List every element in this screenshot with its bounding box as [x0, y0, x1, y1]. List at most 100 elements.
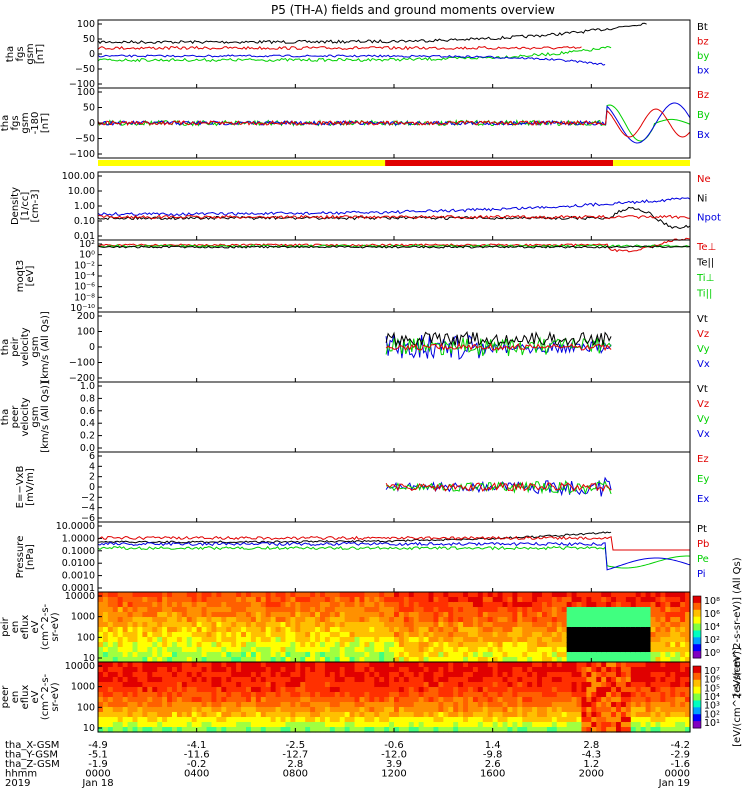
spectrogram-cell — [403, 632, 410, 638]
spectrogram-cell — [329, 652, 336, 658]
spectrogram-cell — [339, 677, 346, 683]
spectrogram-cell — [413, 642, 420, 648]
spectrogram-cell — [305, 662, 311, 668]
spectrogram-cell — [344, 637, 351, 643]
spectrogram-cell — [487, 722, 494, 728]
spectrogram-cell — [438, 722, 444, 728]
spectrogram-cell — [601, 682, 607, 688]
spectrogram-cell — [477, 712, 484, 718]
spectrogram-cell — [502, 722, 509, 728]
spectrogram-cell — [329, 677, 336, 683]
spectrogram-cell — [157, 627, 163, 633]
spectrogram-cell — [650, 667, 657, 673]
spectrogram-cell — [167, 617, 173, 623]
spectrogram-cell — [389, 662, 395, 668]
spectrogram-cell — [512, 642, 518, 648]
spectrogram-cell — [107, 712, 114, 718]
spectrogram-cell — [349, 622, 356, 628]
y-tick-label: 0.1000 — [62, 546, 95, 557]
spectrogram-cell — [250, 682, 257, 688]
spectrogram-cell — [255, 717, 262, 723]
colorbar-band — [693, 686, 701, 695]
spectrogram-cell — [236, 712, 242, 718]
spectrogram-cell — [556, 657, 563, 663]
spectrogram-cell — [586, 612, 592, 618]
spectrogram-cell — [236, 637, 242, 643]
spectrogram-cell — [147, 727, 153, 733]
spectrogram-cell — [250, 702, 257, 708]
spectrogram-cell — [468, 647, 474, 653]
ephemeris-footer: tha_X-GSMtha_Y-GSMtha_Z-GSMhhmm2019-4.9-… — [5, 740, 690, 789]
spectrogram-cell — [398, 602, 405, 608]
spectrogram-cell — [250, 697, 257, 703]
spectrogram-cell — [265, 597, 272, 603]
spectrogram-cell — [561, 642, 568, 648]
y-tick-label: 10.00 — [68, 186, 95, 197]
spectrogram-cell — [418, 707, 425, 713]
spectrogram-cell — [512, 622, 518, 628]
spectrogram-cell — [241, 677, 247, 683]
spectrogram-cell — [645, 637, 652, 643]
spectrogram-cell — [329, 617, 336, 623]
spectrogram-cell — [576, 727, 583, 733]
spectrogram-cell — [512, 617, 518, 623]
spectrogram-cell — [236, 692, 242, 698]
spectrogram-cell — [443, 642, 449, 648]
spectrogram-cell — [556, 687, 563, 693]
spectrogram-cell — [260, 727, 267, 733]
spectrogram-cell — [221, 672, 227, 678]
spectrogram-cell — [384, 697, 390, 703]
spectrogram-cell — [384, 592, 390, 598]
spectrogram-cell — [586, 712, 592, 718]
spectrogram-cell — [408, 597, 415, 603]
spectrogram-cell — [635, 627, 642, 633]
spectrogram-cell — [241, 687, 247, 693]
spectrogram-cell — [596, 632, 602, 638]
spectrogram-cell — [162, 597, 168, 603]
spectrogram-cell — [369, 592, 375, 598]
spectrogram-cell — [650, 637, 657, 643]
spectrogram-cell — [418, 657, 425, 663]
spectrogram-cell — [443, 617, 449, 623]
spectrogram-cell — [285, 722, 291, 728]
spectrogram-cell — [428, 692, 435, 698]
spectrogram-cell — [546, 657, 553, 663]
spectrogram-cell — [502, 692, 509, 698]
spectrogram-cell — [186, 632, 193, 638]
spectrogram-cell — [448, 692, 454, 698]
spectrogram-cell — [591, 722, 597, 728]
spectrogram-cell — [379, 717, 385, 723]
spectrogram-cell — [625, 622, 632, 628]
spectrogram-cell — [176, 612, 183, 618]
spectrogram-cell — [260, 642, 267, 648]
spectrogram-cell — [398, 637, 405, 643]
spectrogram-cell — [517, 642, 523, 648]
spectrogram-cell — [285, 682, 291, 688]
spectrogram-cell — [364, 682, 370, 688]
spectrogram-cell — [162, 657, 168, 663]
spectrogram-cell — [127, 667, 134, 673]
spectrogram-cell — [566, 592, 573, 598]
spectrogram-cell — [196, 637, 203, 643]
y-axis-label: sr-eV) — [50, 612, 61, 641]
y-axis-label: moqt3 — [15, 260, 26, 293]
spectrogram-cell — [502, 687, 509, 693]
spectrogram-cell — [320, 632, 326, 638]
spectrogram-cell — [423, 607, 430, 613]
spectrogram-cell — [260, 657, 267, 663]
spectrogram-cell — [487, 662, 494, 668]
spectrogram-cell — [630, 702, 637, 708]
spectrogram-cell — [107, 637, 114, 643]
spectrogram-cell — [532, 717, 538, 723]
spectrogram-cell — [502, 657, 509, 663]
y-axis-label: Density — [10, 187, 21, 225]
spectrogram-cell — [181, 637, 188, 643]
spectrogram-cell — [211, 717, 217, 723]
spectrogram-cell — [546, 672, 553, 678]
spectrogram-cell — [428, 697, 435, 703]
spectrogram-cell — [305, 672, 311, 678]
spectrogram-cell — [196, 612, 203, 618]
spectrogram-cell — [98, 612, 104, 618]
spectrogram-cell — [482, 612, 489, 618]
spectrogram-cell — [458, 592, 464, 598]
